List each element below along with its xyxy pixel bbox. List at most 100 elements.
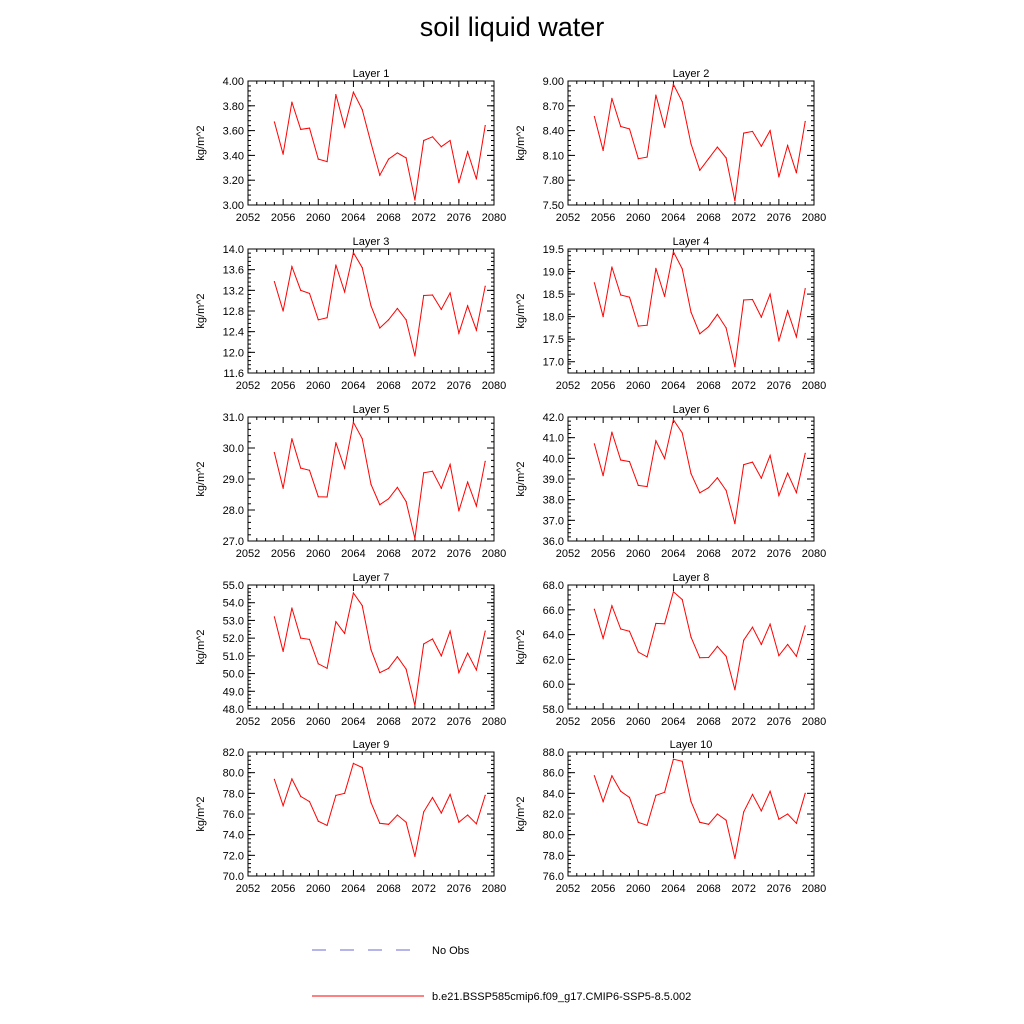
plot-frame [247, 248, 495, 374]
data-point [440, 655, 442, 657]
x-tick-label: 2080 [482, 883, 506, 895]
data-point [467, 305, 469, 307]
data-point [664, 457, 666, 460]
data-point [308, 292, 311, 295]
y-tick-label: 30.0 [223, 443, 244, 455]
series-line [593, 758, 806, 859]
y-axis-label: kg/m^2 [515, 796, 527, 831]
plot-frame [247, 751, 495, 877]
data-point [317, 820, 319, 822]
y-tick-label: 13.6 [223, 265, 244, 277]
data-point [308, 801, 311, 803]
data-point [458, 821, 460, 823]
data-point [593, 115, 595, 118]
data-point [751, 461, 754, 463]
x-tick-label: 2076 [447, 212, 471, 224]
y-tick-label: 48.0 [223, 704, 244, 716]
data-point [344, 126, 346, 128]
y-tick-label: 64.0 [543, 630, 564, 642]
data-point [326, 667, 328, 669]
data-point [300, 467, 302, 469]
data-point [405, 319, 407, 321]
y-tick-label: 4.00 [223, 76, 244, 88]
y-tick-label: 7.50 [543, 200, 564, 212]
data-point [387, 319, 390, 321]
x-tick-label: 2080 [802, 548, 826, 560]
x-tick-label: 2076 [767, 212, 791, 224]
x-tick-label: 2068 [696, 380, 720, 392]
data-point [620, 628, 622, 630]
data-point [387, 667, 390, 669]
y-axis-label: kg/m^2 [195, 796, 207, 831]
y-tick-label: 70.0 [223, 871, 244, 883]
x-tick-label: 2056 [271, 212, 295, 224]
y-tick-label: 41.0 [543, 433, 564, 445]
data-point [467, 652, 469, 654]
data-point [414, 704, 416, 707]
data-point [795, 822, 798, 824]
data-point [743, 639, 745, 641]
data-point [440, 487, 442, 489]
data-point [431, 638, 434, 640]
x-tick-label: 2080 [802, 883, 826, 895]
data-point [414, 855, 416, 857]
data-point [778, 340, 780, 342]
data-point [273, 280, 275, 283]
data-point [449, 793, 451, 795]
x-tick-label: 2060 [626, 380, 650, 392]
data-point [690, 473, 692, 475]
data-point [699, 333, 701, 335]
data-point [725, 655, 727, 657]
x-tick-label: 2068 [376, 380, 400, 392]
data-point [611, 775, 613, 777]
data-point [458, 332, 460, 334]
x-tick-label: 2056 [591, 883, 615, 895]
data-point [431, 470, 434, 472]
x-tick-label: 2076 [767, 716, 791, 728]
data-point [664, 623, 666, 625]
x-tick-label: 2060 [626, 548, 650, 560]
data-point [646, 324, 648, 326]
data-point [655, 440, 657, 442]
data-point [387, 823, 390, 825]
data-point [620, 294, 622, 296]
data-point [352, 592, 355, 594]
series-line [593, 250, 806, 367]
x-tick-label: 2068 [696, 883, 720, 895]
data-point [326, 317, 328, 319]
x-tick-label: 2072 [731, 548, 755, 560]
x-tick-label: 2052 [556, 380, 580, 392]
data-point [751, 793, 754, 795]
x-tick-label: 2052 [236, 716, 260, 728]
data-point [646, 486, 648, 488]
x-tick-label: 2068 [376, 212, 400, 224]
data-point [396, 656, 398, 658]
data-point [787, 144, 789, 147]
y-tick-label: 8.70 [543, 101, 564, 113]
y-tick-label: 3.40 [223, 150, 244, 162]
series-line [593, 82, 806, 202]
data-point [804, 792, 806, 794]
data-point [646, 156, 648, 158]
series-line [273, 251, 486, 357]
data-point [760, 810, 762, 812]
data-point [628, 128, 631, 130]
data-point [361, 438, 363, 440]
data-point [484, 794, 486, 797]
data-point [769, 293, 771, 295]
data-point [335, 621, 337, 623]
data-point [467, 151, 469, 153]
data-point [664, 295, 666, 297]
data-point [282, 805, 284, 807]
data-point [690, 143, 692, 145]
data-point [458, 510, 460, 512]
data-point [379, 822, 381, 824]
data-point [361, 108, 363, 111]
y-tick-label: 76.0 [223, 809, 244, 821]
data-point [716, 313, 718, 315]
x-tick-label: 2052 [556, 716, 580, 728]
y-tick-label: 8.10 [543, 150, 564, 162]
data-point [716, 146, 718, 148]
figure-title: soil liquid water [419, 12, 605, 42]
data-point [361, 766, 363, 769]
